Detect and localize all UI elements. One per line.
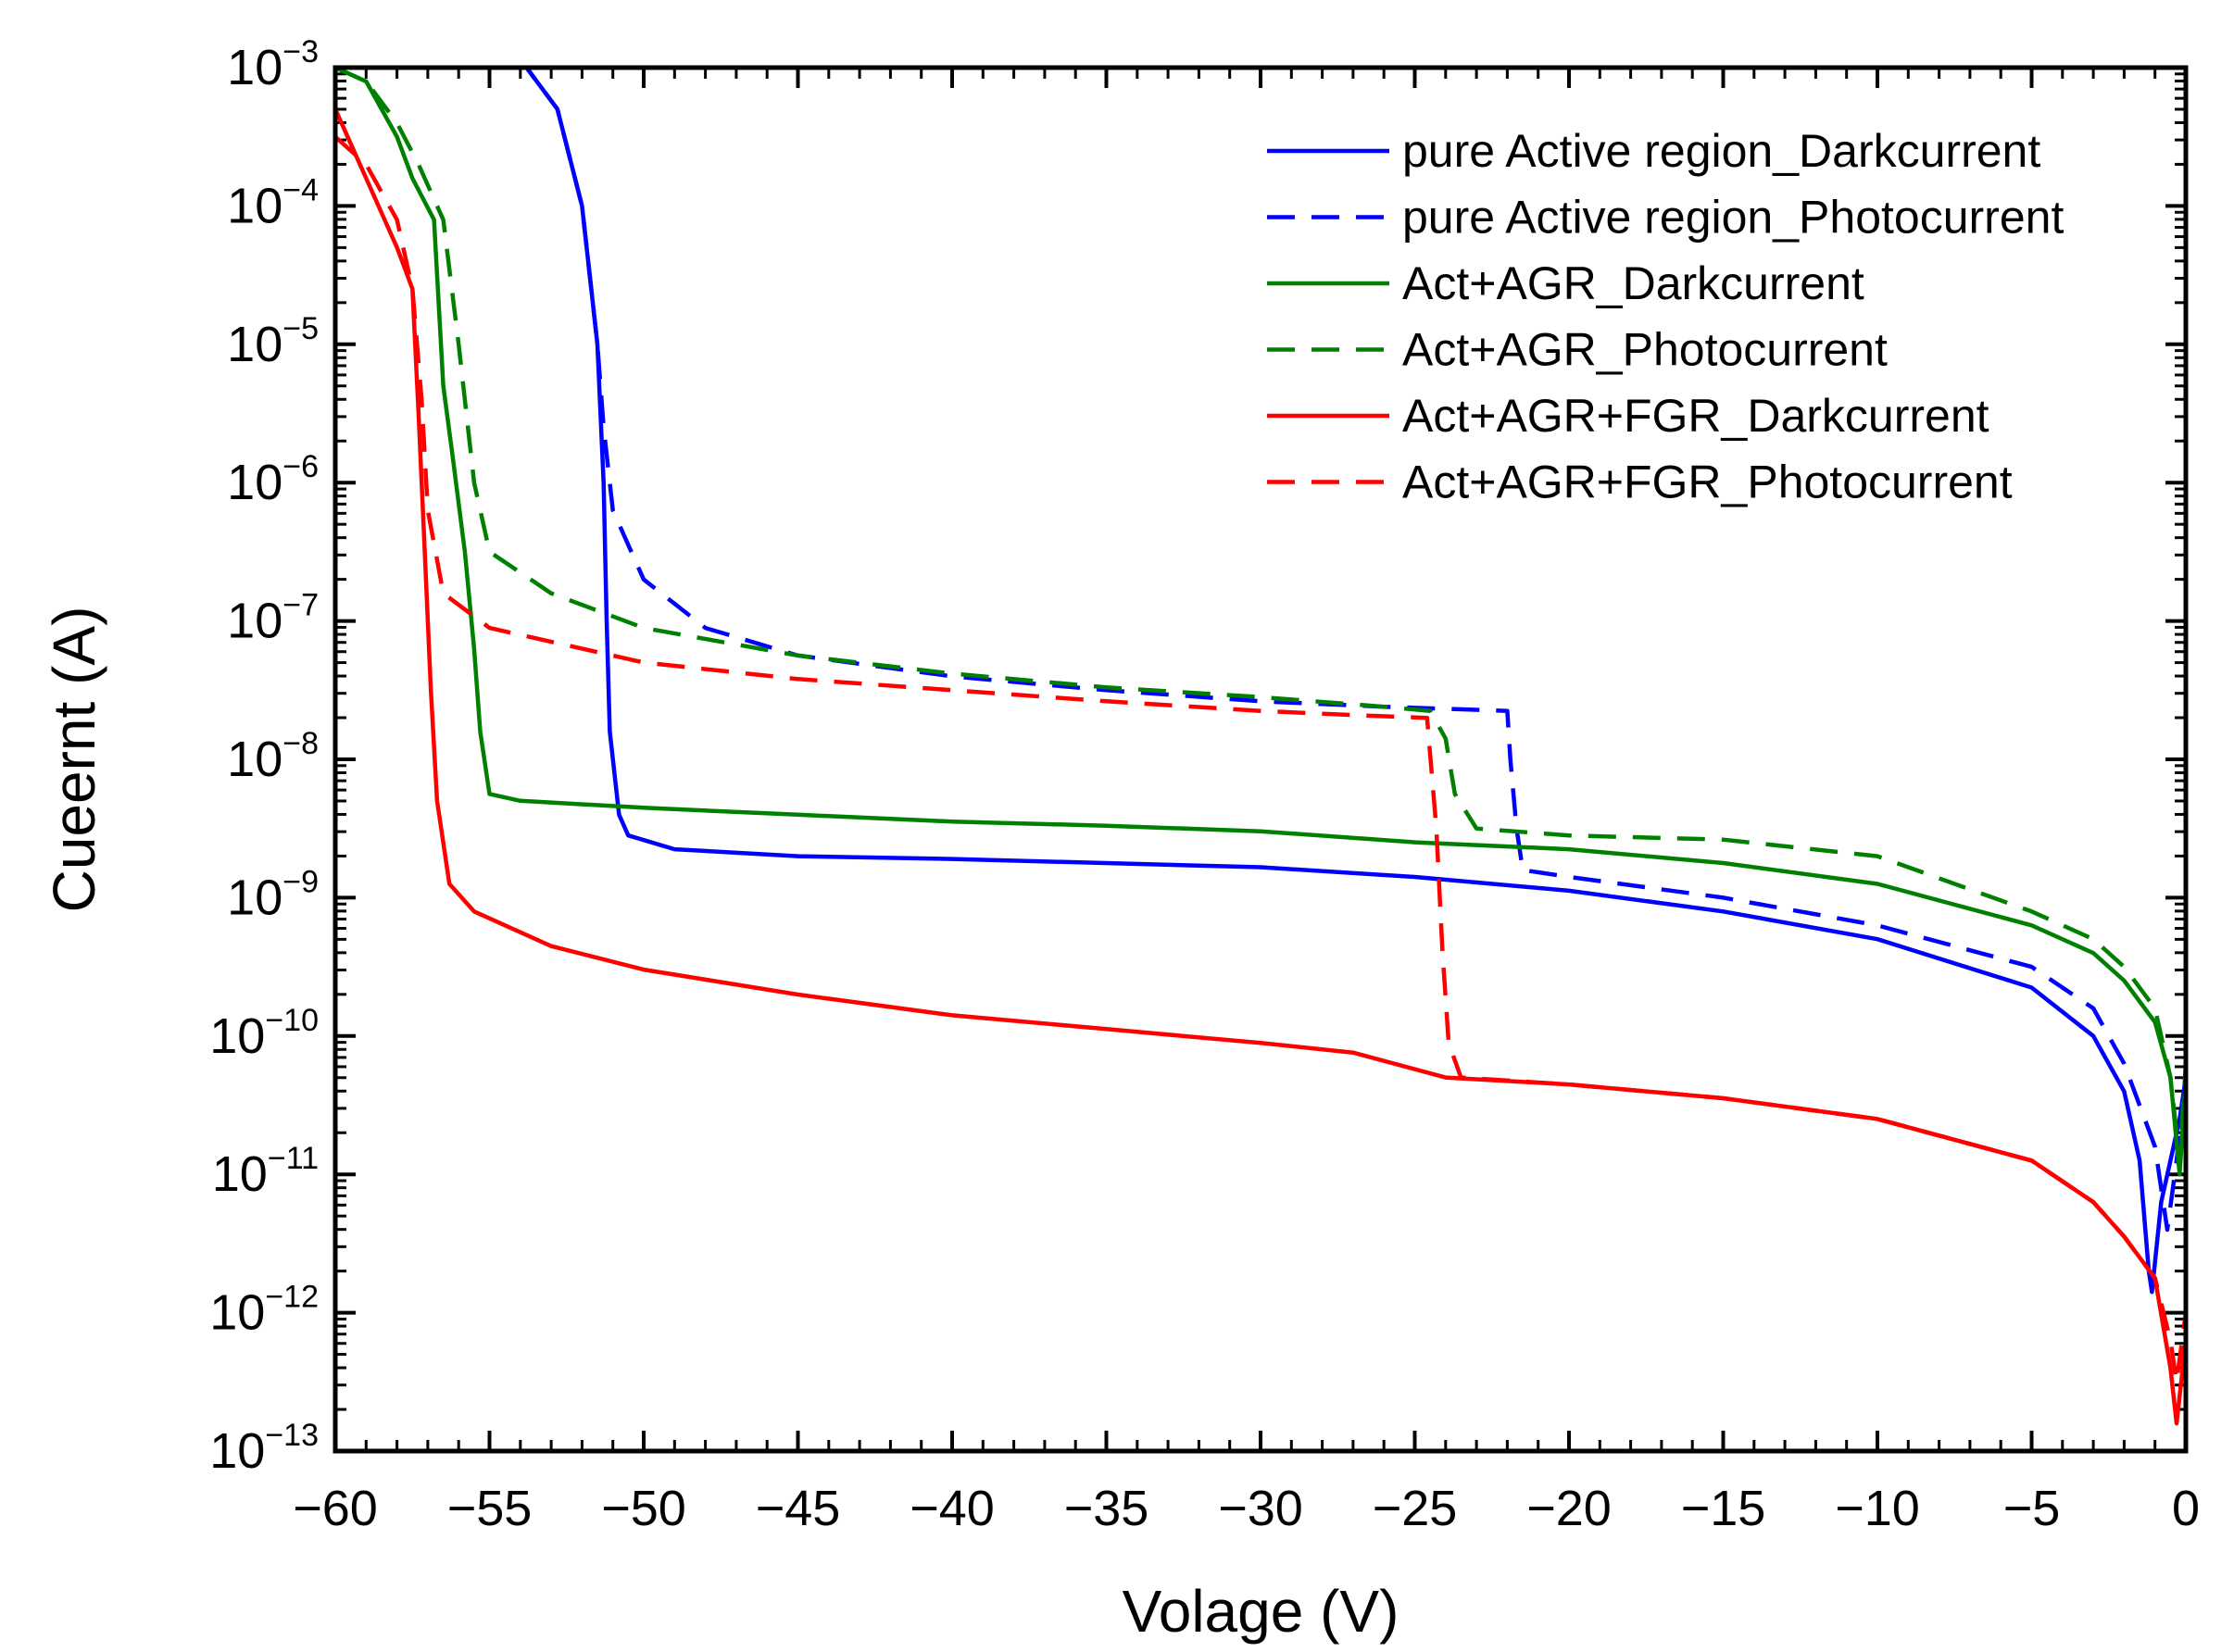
y-tick-label: 10−3 [227, 34, 319, 95]
y-tick-label: 10−5 [227, 311, 319, 372]
x-tick-label: −45 [756, 1481, 841, 1536]
y-tick-labels: 10−3 10−4 10−5 10−6 10−7 10−8 10−9 10−10 10−11 10… [209, 34, 319, 1479]
legend-label-1: pure Active region_Darkcurrent [1402, 125, 2040, 177]
x-tick-label: −20 [1526, 1481, 1612, 1536]
x-tick-label: −60 [293, 1481, 378, 1536]
legend-label-3: Act+AGR_Darkcurrent [1402, 257, 1864, 309]
legend-label-5: Act+AGR+FGR_Darkcurrent [1402, 390, 1989, 442]
legend-label-6: Act+AGR+FGR_Photocurrent [1402, 457, 2013, 508]
series-line-4 [335, 68, 2186, 1163]
y-tick-label: 10−7 [227, 588, 319, 649]
series-line-6 [335, 135, 2186, 1384]
x-tick-label: −5 [2003, 1481, 2061, 1536]
plot-frame [333, 65, 2189, 1454]
y-tick-label: 10−12 [209, 1280, 319, 1341]
series-line-5 [335, 107, 2186, 1426]
x-axis-title: Volage (V) [1123, 1578, 1399, 1645]
legend-label-4: Act+AGR_Photocurrent [1402, 324, 1888, 376]
x-tick-label: −55 [447, 1481, 533, 1536]
x-tick-label: 0 [2172, 1481, 2200, 1536]
x-tick-label: −25 [1373, 1481, 1458, 1536]
y-tick-label: 10−10 [209, 1003, 319, 1064]
y-tick-label: 10−9 [227, 864, 319, 925]
y-tick-label: 10−4 [227, 172, 319, 233]
series-line-3 [335, 68, 2186, 1177]
y-axis-title: Cueernt (A) [41, 607, 107, 913]
x-tick-label: −10 [1835, 1481, 1920, 1536]
data-series [335, 68, 2186, 1426]
x-tick-label: −15 [1681, 1481, 1766, 1536]
legend-label-2: pure Active region_Photocurrent [1402, 192, 2064, 244]
x-tick-label: −50 [601, 1481, 686, 1536]
y-tick-label: 10−11 [212, 1141, 319, 1202]
x-tick-label: −35 [1064, 1481, 1149, 1536]
x-tick-label: −30 [1218, 1481, 1303, 1536]
x-tick-labels: −60 −55 −50 −45 −40 −35 −30 −25 −20 −15 −10 −5 0 [293, 1481, 2200, 1536]
y-tick-label: 10−8 [227, 726, 319, 787]
y-tick-label: 10−6 [227, 449, 319, 510]
plot-background [335, 68, 2186, 1451]
x-tick-label: −40 [910, 1481, 995, 1536]
y-tick-label: 10−13 [209, 1418, 319, 1479]
